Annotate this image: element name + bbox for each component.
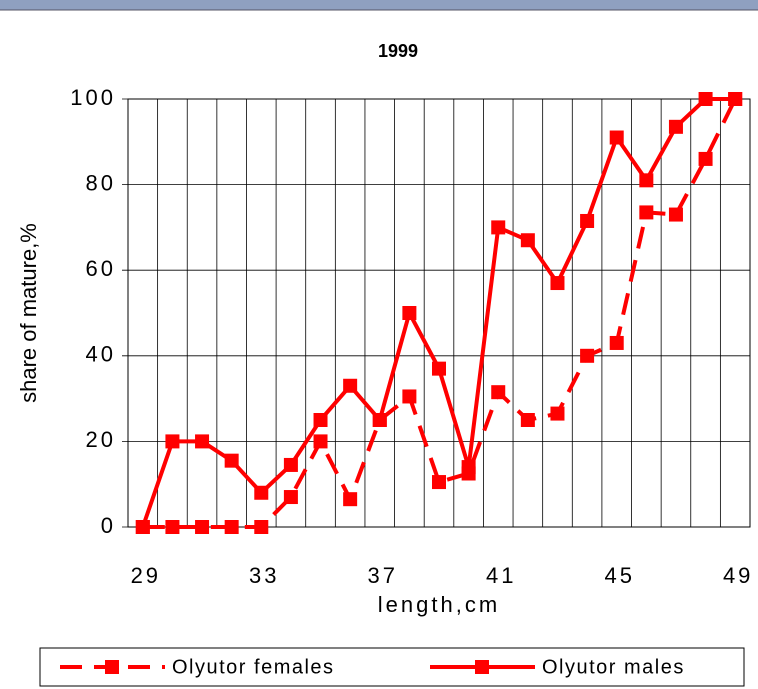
marker — [461, 460, 476, 475]
marker — [165, 434, 180, 449]
marker — [520, 233, 535, 248]
x-tick-label: 33 — [249, 563, 279, 588]
x-axis-label: length,cm — [378, 592, 500, 617]
legend-label: Olyutor females — [172, 656, 335, 678]
y-tick-label: 60 — [86, 256, 116, 281]
marker — [432, 361, 446, 376]
marker — [639, 173, 654, 188]
x-tick-label: 49 — [723, 563, 753, 588]
marker — [165, 520, 180, 534]
y-tick-label: 40 — [86, 342, 116, 367]
marker — [343, 378, 358, 393]
marker — [432, 475, 446, 490]
marker — [668, 119, 683, 134]
marker — [728, 92, 743, 106]
marker — [550, 406, 565, 421]
marker — [520, 413, 535, 427]
marker — [313, 434, 328, 449]
marker — [491, 220, 506, 235]
legend-marker — [475, 660, 489, 674]
marker — [195, 520, 210, 534]
marker — [491, 385, 506, 400]
marker — [402, 389, 417, 404]
chart-title: 1999 — [378, 41, 418, 61]
marker — [343, 492, 358, 507]
legend-label: Olyutor males — [542, 656, 685, 678]
marker — [402, 306, 417, 320]
x-tick-label: 45 — [604, 563, 634, 588]
y-tick-label: 100 — [70, 85, 116, 110]
marker — [135, 520, 150, 534]
marker — [580, 213, 595, 228]
y-tick-label: 80 — [86, 170, 116, 195]
marker — [668, 207, 683, 222]
marker — [550, 276, 565, 291]
marker — [698, 151, 713, 166]
marker — [224, 520, 239, 534]
y-axis-label: share of mature,% — [16, 223, 41, 403]
marker — [372, 413, 387, 427]
y-tick-label: 0 — [101, 513, 116, 538]
window-bar — [0, 0, 758, 10]
marker — [609, 335, 624, 350]
marker — [254, 485, 269, 500]
marker — [283, 457, 298, 472]
marker — [224, 453, 239, 468]
x-tick-label: 41 — [486, 563, 516, 588]
y-tick-label: 20 — [86, 427, 116, 452]
marker — [283, 490, 298, 505]
marker — [580, 348, 595, 363]
marker — [609, 130, 624, 145]
marker — [313, 413, 328, 427]
marker — [195, 434, 210, 449]
legend-marker — [105, 660, 119, 674]
x-tick-label: 29 — [131, 563, 161, 588]
legend-box — [39, 647, 745, 687]
x-tick-label: 37 — [368, 563, 398, 588]
marker — [698, 92, 713, 106]
marker — [639, 205, 654, 220]
marker — [254, 520, 269, 534]
